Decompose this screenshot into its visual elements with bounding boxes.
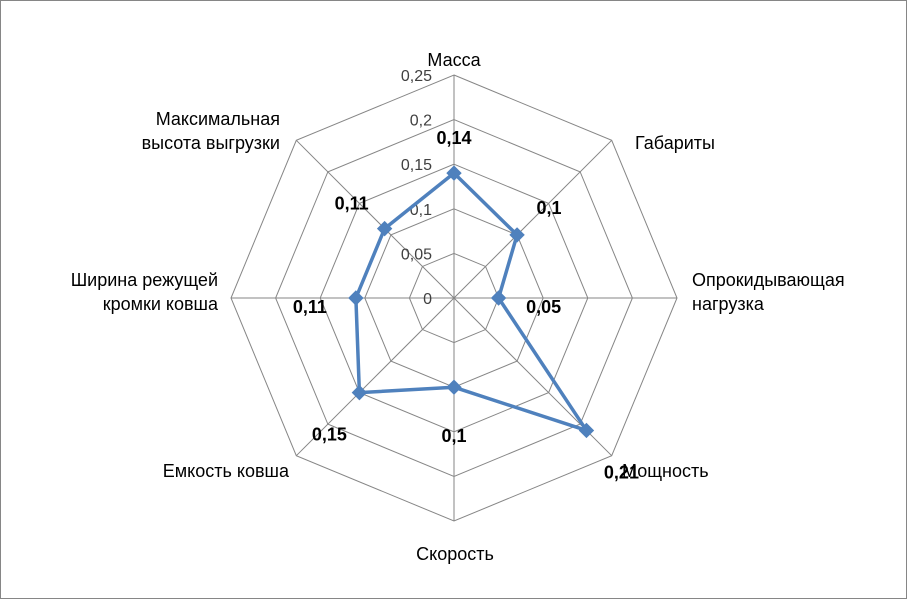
radial-tick-label: 0,25 (401, 68, 432, 85)
category-label: Габариты (635, 133, 715, 153)
data-label: 0,15 (312, 425, 347, 445)
grid-spoke (295, 297, 455, 457)
category-label: Мощность (622, 461, 709, 481)
data-point-marker (376, 220, 393, 237)
category-label: Опрокидывающая нагрузка (692, 270, 845, 314)
category-label: Масса (427, 50, 481, 70)
data-label: 0,11 (335, 194, 369, 214)
category-label: Емкость ковша (163, 461, 290, 481)
radial-tick-label: 0,2 (410, 113, 432, 130)
radial-tick-label: 0 (423, 291, 432, 308)
data-label: 0,14 (436, 128, 471, 148)
data-point-marker (351, 384, 368, 401)
category-label: Скорость (416, 544, 494, 564)
category-labels: Масса Габариты Опрокидывающая нагрузка Мощно… (71, 50, 845, 564)
data-labels: 0,14 0,1 0,05 0,21 0,1 0,15 0,11 0,11 (293, 128, 639, 482)
data-label: 0,1 (441, 426, 466, 446)
data-point-marker (446, 165, 462, 181)
data-point-marker (509, 227, 525, 243)
data-point-marker (446, 379, 462, 395)
data-label: 0,11 (293, 297, 327, 317)
radar-series (348, 165, 595, 439)
data-point-marker (490, 290, 507, 306)
grid-spoke (453, 139, 613, 299)
category-label: Ширина режущей кромки ковша (71, 270, 219, 314)
category-label: Максимальная высота выгрузки (142, 109, 280, 153)
radial-tick-label: 0,05 (401, 246, 432, 263)
radial-tick-label: 0,15 (401, 157, 432, 174)
radial-tick-labels: 00,050,10,150,20,25 (401, 68, 432, 308)
data-point-marker (348, 290, 364, 306)
grid-spoke (295, 139, 455, 299)
data-point-marker (578, 422, 595, 439)
data-label: 0,21 (604, 462, 639, 482)
radar-grid (230, 74, 678, 522)
data-label: 0,05 (526, 297, 561, 317)
data-label: 0,1 (537, 198, 562, 218)
